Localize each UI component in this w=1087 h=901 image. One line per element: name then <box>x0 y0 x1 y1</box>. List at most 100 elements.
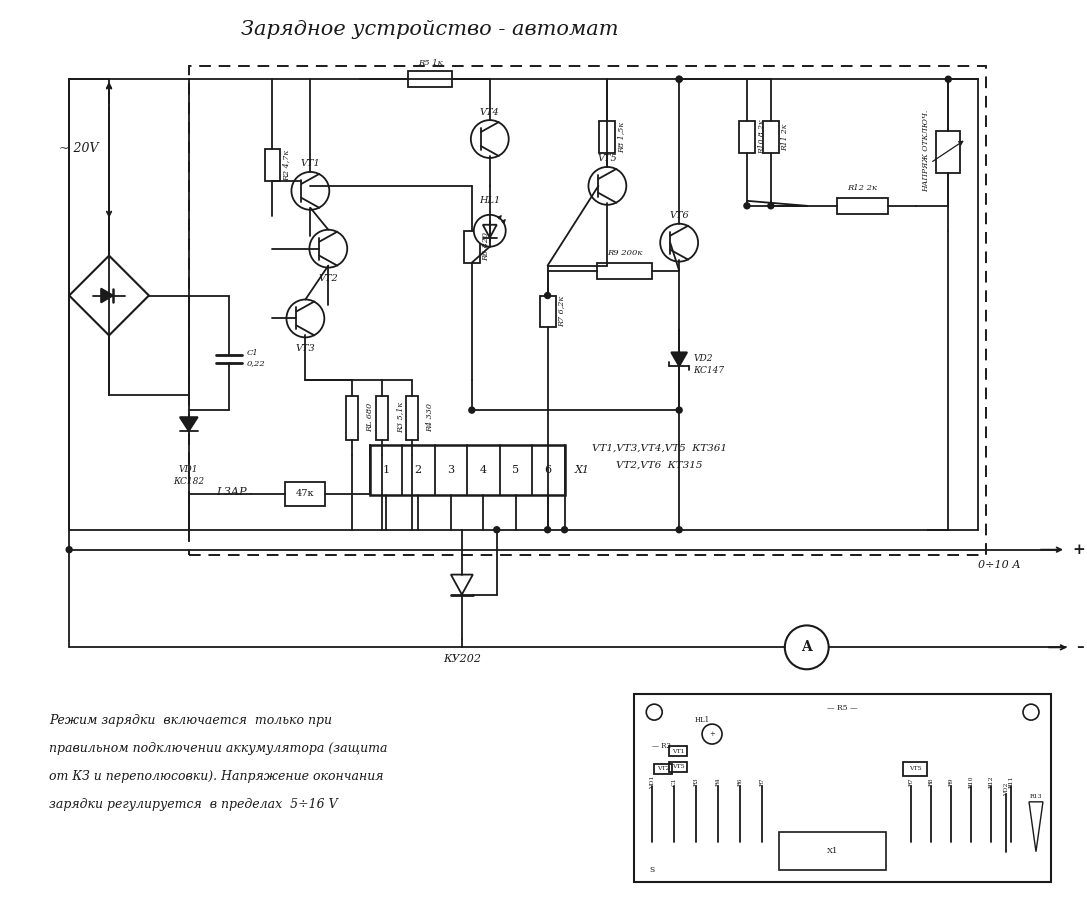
Text: Зарядное устройство - автомат: Зарядное устройство - автомат <box>241 20 619 39</box>
Text: VD1: VD1 <box>650 775 654 788</box>
Text: VT5: VT5 <box>672 764 685 769</box>
Bar <box>654 764 672 774</box>
Text: VT1: VT1 <box>300 159 321 168</box>
Text: VT2: VT2 <box>318 274 338 283</box>
Bar <box>464 231 479 262</box>
Text: 47к: 47к <box>296 489 315 498</box>
Circle shape <box>588 167 626 205</box>
Text: –: – <box>1076 641 1084 654</box>
Text: RL 680: RL 680 <box>366 403 374 432</box>
Text: R7 6,2к: R7 6,2к <box>558 296 565 327</box>
Text: R4 330: R4 330 <box>426 403 434 432</box>
Bar <box>739 121 754 153</box>
Text: Режим зарядки  включается  только при: Режим зарядки включается только при <box>49 714 333 727</box>
Circle shape <box>676 77 683 82</box>
Polygon shape <box>179 417 198 431</box>
Bar <box>598 262 652 278</box>
Text: VT5: VT5 <box>909 767 922 771</box>
Circle shape <box>785 625 828 669</box>
Circle shape <box>562 527 567 532</box>
Text: R6: R6 <box>737 778 742 787</box>
Circle shape <box>545 527 551 532</box>
Circle shape <box>493 527 500 532</box>
Text: R10: R10 <box>969 776 974 788</box>
Text: 3: 3 <box>448 465 454 475</box>
Text: R11: R11 <box>1009 776 1013 788</box>
Text: ~ 20V: ~ 20V <box>60 142 99 156</box>
Text: КС147: КС147 <box>694 366 724 375</box>
Bar <box>837 198 888 214</box>
Circle shape <box>660 223 698 261</box>
Circle shape <box>1023 705 1039 720</box>
Text: R10 8,2к: R10 8,2к <box>757 120 765 154</box>
Text: VT1,VT3,VT4,VT5  КТ361: VT1,VT3,VT4,VT5 КТ361 <box>591 443 727 452</box>
Bar <box>347 396 359 440</box>
Bar <box>599 121 615 153</box>
Text: 0÷10 А: 0÷10 А <box>978 560 1021 569</box>
Bar <box>539 296 555 327</box>
Text: R6 820: R6 820 <box>482 232 490 261</box>
Text: правильном подключении аккумулятора (защита: правильном подключении аккумулятора (защ… <box>49 742 388 755</box>
Circle shape <box>545 293 551 298</box>
Text: — R2 —: — R2 — <box>652 742 680 750</box>
Text: — R5 —: — R5 — <box>827 705 858 712</box>
Text: 0,22: 0,22 <box>247 359 265 368</box>
Text: КС182: КС182 <box>173 478 204 487</box>
Bar <box>903 762 927 776</box>
Text: X1: X1 <box>575 465 590 475</box>
Text: 6: 6 <box>544 465 551 475</box>
Text: VD2: VD2 <box>694 354 713 363</box>
Text: КУ202: КУ202 <box>442 654 480 664</box>
Text: R7: R7 <box>909 778 914 787</box>
Text: R12: R12 <box>989 776 994 788</box>
Text: 1: 1 <box>383 465 389 475</box>
Text: R7: R7 <box>760 778 764 787</box>
Text: зарядки регулируется  в пределах  5÷16 V: зарядки регулируется в пределах 5÷16 V <box>49 798 338 811</box>
Text: R3 5,1к: R3 5,1к <box>396 402 404 433</box>
Text: VT6: VT6 <box>670 211 689 220</box>
Text: R5 1к: R5 1к <box>417 59 442 68</box>
Text: R9 200к: R9 200к <box>607 249 642 257</box>
Text: 2: 2 <box>414 465 422 475</box>
Circle shape <box>946 77 951 82</box>
Text: НАПРЯЖ ОТКЛЮЧ.: НАПРЯЖ ОТКЛЮЧ. <box>923 110 930 192</box>
Text: VD2: VD2 <box>1003 782 1009 796</box>
Bar <box>371 445 564 495</box>
Circle shape <box>702 724 722 744</box>
Text: 4: 4 <box>479 465 486 475</box>
Text: S: S <box>649 866 654 874</box>
Bar <box>670 762 687 772</box>
Text: R13: R13 <box>1029 795 1042 799</box>
Text: A: A <box>801 641 812 654</box>
Text: VT3: VT3 <box>296 344 315 353</box>
Text: R12 2к: R12 2к <box>848 184 877 192</box>
Circle shape <box>287 299 324 337</box>
Circle shape <box>676 77 683 82</box>
Circle shape <box>66 547 72 552</box>
Circle shape <box>676 527 683 532</box>
Text: R4: R4 <box>715 778 721 787</box>
Polygon shape <box>671 352 687 367</box>
Text: HL1: HL1 <box>479 196 500 205</box>
Circle shape <box>471 120 509 158</box>
Text: X1: X1 <box>827 847 838 855</box>
Text: С1: С1 <box>247 350 259 358</box>
Bar <box>264 149 280 181</box>
Text: VT1: VT1 <box>672 749 685 753</box>
Text: +: + <box>709 730 715 738</box>
Bar <box>763 121 778 153</box>
Bar <box>778 832 887 869</box>
Text: VT2: VT2 <box>657 767 670 771</box>
Bar <box>670 746 687 756</box>
Text: R3: R3 <box>694 778 699 787</box>
Circle shape <box>474 214 505 247</box>
Bar <box>936 131 960 173</box>
Text: С1: С1 <box>672 778 677 787</box>
Bar <box>408 71 452 87</box>
Bar <box>286 482 325 505</box>
Bar <box>635 694 1051 881</box>
Text: R2 4,7к: R2 4,7к <box>283 150 290 180</box>
Text: +: + <box>1073 542 1086 557</box>
Text: I ЗАР: I ЗАР <box>215 487 247 496</box>
Text: VT2,VT6  КТ315: VT2,VT6 КТ315 <box>616 460 702 469</box>
